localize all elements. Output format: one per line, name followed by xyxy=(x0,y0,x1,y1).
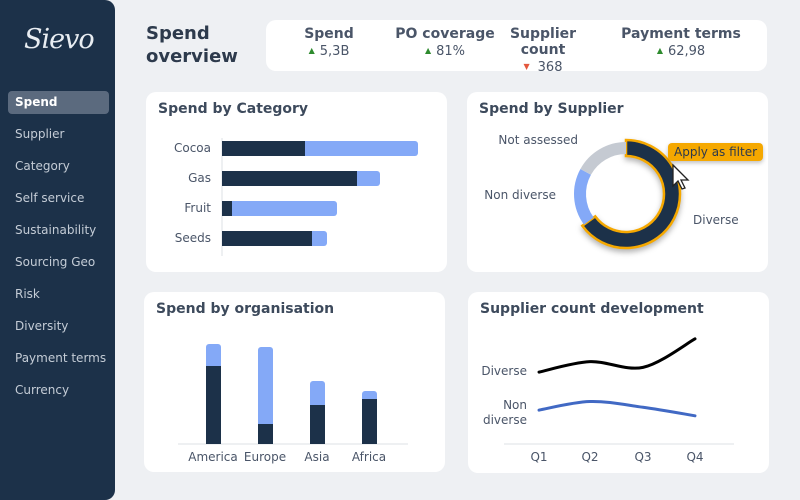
bar-segment-dark xyxy=(222,201,232,216)
bar-segment-light xyxy=(310,381,325,408)
kpi-label: Spend xyxy=(304,26,354,42)
bar-segment-dark xyxy=(222,171,357,186)
trend-down-icon: ▼ xyxy=(523,62,530,71)
page-title: Spend overview xyxy=(146,22,238,68)
trend-up-icon: ▲ xyxy=(424,46,432,55)
sidebar-item-currency[interactable]: Currency xyxy=(15,383,70,397)
category-label: Gas xyxy=(188,171,211,185)
trend-up-icon: ▲ xyxy=(656,46,663,55)
kpi-spend[interactable]: Spend ▲ 5,3B xyxy=(294,26,364,59)
bar-segment-dark xyxy=(222,141,305,156)
bar-segment-light xyxy=(302,141,418,156)
kpi-supplier-count[interactable]: Supplier count ▼ 368 xyxy=(488,26,598,75)
page-title-line2: overview xyxy=(146,46,238,67)
donut-label-non-diverse: Non diverse xyxy=(484,188,556,202)
sidebar-item-spend[interactable]: Spend xyxy=(8,91,109,114)
quarter-label: Q4 xyxy=(686,450,704,464)
sidebar-nav: Spend Supplier Category Self service Sustain… xyxy=(8,91,109,411)
kpi-value: 81% xyxy=(436,44,466,59)
line-series-non-diverse xyxy=(537,400,697,418)
trend-up-icon: ▲ xyxy=(308,46,315,55)
series-label-non-diverse: Non diverse xyxy=(482,398,527,427)
kpi-label: PO coverage xyxy=(395,26,495,42)
kpi-label: Supplier count xyxy=(509,26,577,58)
series-label-diverse: Diverse xyxy=(481,364,527,378)
sidebar-item-sustainability[interactable]: Sustainability xyxy=(15,223,97,237)
bar-segment-dark xyxy=(362,399,377,444)
sidebar-item-sourcing-geo[interactable]: Sourcing Geo xyxy=(15,255,96,269)
donut-label-diverse: Diverse xyxy=(693,213,739,227)
apply-as-filter-tooltip[interactable]: Apply as filter xyxy=(668,143,764,161)
org-label: Asia xyxy=(304,450,330,464)
org-label: America xyxy=(188,450,238,464)
category-label: Cocoa xyxy=(173,141,211,155)
quarter-label: Q2 xyxy=(581,450,599,464)
card-supplier-count-development: Supplier count development xyxy=(468,292,769,473)
bar-segment-dark xyxy=(206,366,221,444)
bar-segment-light xyxy=(354,171,380,186)
card-title: Supplier count development xyxy=(480,301,704,317)
sidebar-item-payment-terms[interactable]: Payment terms xyxy=(15,351,107,365)
kpi-label: Payment terms xyxy=(621,26,741,42)
quarter-label: Q1 xyxy=(530,450,548,464)
sidebar-item-risk[interactable]: Risk xyxy=(15,287,40,301)
page-title-line1: Spend xyxy=(146,23,210,44)
card-title: Spend by Supplier xyxy=(479,101,624,117)
bar-segment-dark xyxy=(310,405,325,444)
org-label: Europe xyxy=(243,450,287,464)
kpi-value: 5,3B xyxy=(319,44,350,59)
bar-segment-dark xyxy=(222,231,312,246)
category-label: Seeds xyxy=(174,231,211,245)
bar-segment-light xyxy=(206,344,221,369)
bar-segment-light xyxy=(258,347,273,427)
line-series-diverse xyxy=(537,337,697,374)
sidebar-item-self-service[interactable]: Self service xyxy=(15,191,85,205)
sidebar: Sievo Spend Supplier Category Self service S… xyxy=(0,0,115,500)
donut-slice-non-diverse xyxy=(574,168,594,225)
category-label: Fruit xyxy=(184,201,211,215)
kpi-value: 62,98 xyxy=(667,44,706,59)
card-title: Spend by organisation xyxy=(156,301,335,317)
sidebar-item-diversity[interactable]: Diversity xyxy=(15,319,69,333)
card-spend-by-organisation: Spend by organisation xyxy=(144,292,445,472)
kpi-value: 368 xyxy=(537,60,563,75)
donut-label-not-assessed: Not assessed xyxy=(498,133,578,147)
card-title: Spend by Category xyxy=(158,101,309,117)
bar-segment-light xyxy=(229,201,337,216)
quarter-label: Q3 xyxy=(634,450,652,464)
kpi-po-coverage[interactable]: PO coverage ▲ 81% xyxy=(380,26,510,59)
bar-segment-dark xyxy=(258,424,273,444)
sidebar-item-supplier[interactable]: Supplier xyxy=(15,127,65,141)
sidebar-item-category[interactable]: Category xyxy=(15,159,70,173)
bar-segment-light xyxy=(309,231,327,246)
sievo-logo: Sievo xyxy=(24,24,95,55)
donut-slice-not-assessed xyxy=(580,142,627,175)
kpi-bar: Spend ▲ 5,3B PO coverage ▲ 81% Supplier coun… xyxy=(266,20,767,75)
org-label: Africa xyxy=(351,450,387,464)
kpi-payment-terms[interactable]: Payment terms ▲ 62,98 xyxy=(621,26,741,59)
